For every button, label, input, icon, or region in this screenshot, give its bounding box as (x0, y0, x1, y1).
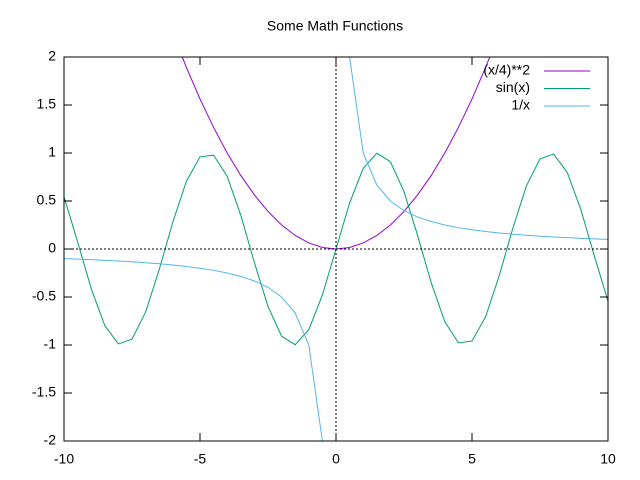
x-tick-label: 5 (468, 451, 476, 467)
legend-label: (x/4)**2 (483, 62, 530, 78)
chart-title: Some Math Functions (267, 18, 403, 34)
y-tick-label: 1.5 (37, 96, 57, 112)
y-tick-label: 2 (48, 48, 56, 64)
plot-border (63, 56, 609, 442)
y-tick-label: -1 (44, 336, 57, 352)
x-tick-label: -10 (54, 451, 74, 467)
series-line (64, 57, 608, 441)
y-tick-label: -2 (44, 432, 57, 448)
x-tick-label: 10 (600, 451, 616, 467)
x-tick-label: 0 (332, 451, 340, 467)
legend-label: sin(x) (496, 79, 530, 95)
y-tick-label: -1.5 (32, 384, 56, 400)
y-tick-label: 0.5 (37, 192, 57, 208)
y-tick-label: -0.5 (32, 288, 56, 304)
x-tick-label: -5 (194, 451, 207, 467)
y-tick-label: 1 (48, 144, 56, 160)
y-tick-label: 0 (48, 240, 56, 256)
legend-label: 1/x (511, 97, 530, 113)
